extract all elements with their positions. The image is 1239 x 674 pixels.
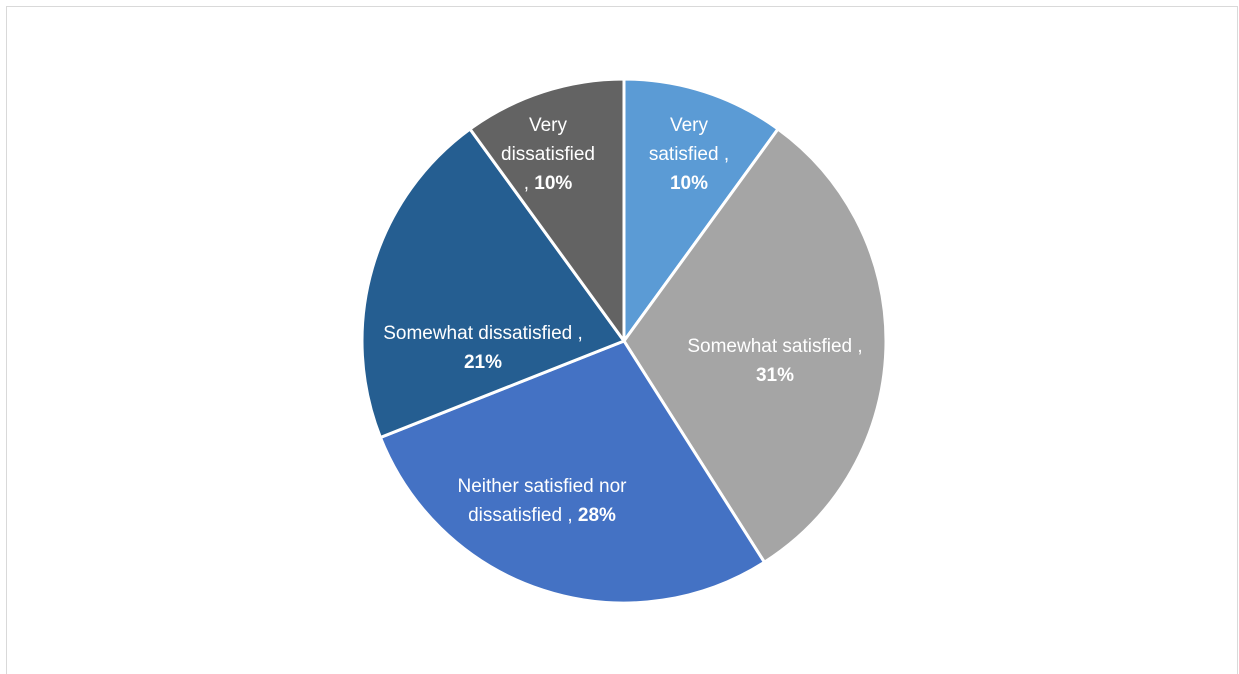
slice-label-1: Very satisfied , 10% (649, 115, 729, 194)
slice-label-4: Somewhat dissatisfied , 21% (383, 323, 583, 373)
slice-label-2: Somewhat satisfied , 31% (687, 336, 862, 386)
pie-slice-3 (378, 339, 766, 605)
pie-slice-5 (468, 77, 626, 343)
slice-label-3: Neither satisfied nor dissatisfied , 28% (458, 476, 628, 526)
pie-slice-4 (360, 127, 626, 439)
pie-slice-1 (622, 77, 780, 343)
pie-slice-2 (622, 127, 888, 564)
slice-label-5: Very dissatisfied, 10% (501, 115, 595, 194)
